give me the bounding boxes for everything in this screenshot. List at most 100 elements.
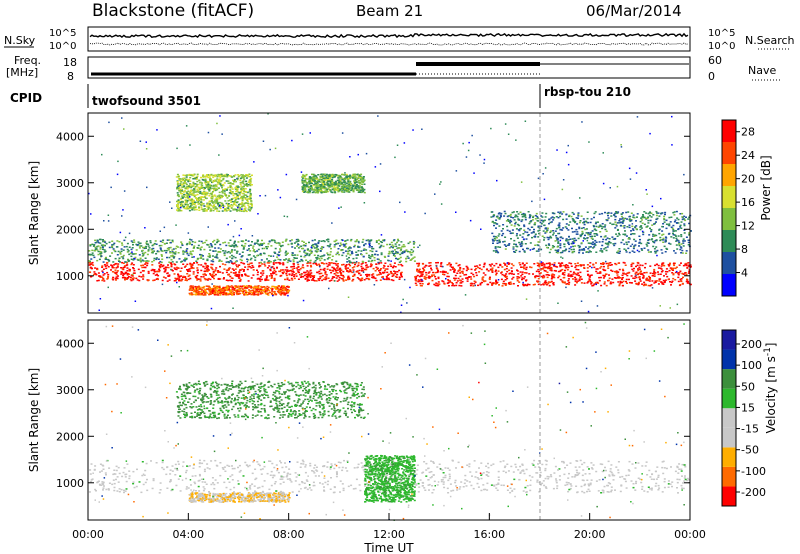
range-cell (505, 267, 508, 270)
range-cell (285, 266, 288, 269)
range-cell (323, 182, 326, 184)
range-cell (687, 262, 690, 264)
range-cell (147, 243, 150, 245)
range-cell (329, 183, 332, 186)
range-cell (247, 259, 250, 261)
range-cell (441, 271, 444, 273)
range-cell (246, 199, 248, 201)
range-cell (659, 267, 662, 269)
range-cell (304, 187, 307, 190)
range-cell (335, 243, 338, 245)
range-cell (237, 241, 240, 243)
range-cell (354, 179, 357, 181)
range-cell (310, 182, 313, 184)
range-cell (361, 270, 363, 272)
range-cell (351, 267, 354, 269)
range-cell (388, 273, 391, 275)
range-cell (549, 264, 551, 266)
range-cell (516, 269, 518, 271)
range-cell (186, 185, 189, 188)
range-cell (213, 205, 215, 207)
range-cell (489, 276, 491, 279)
range-cell (317, 242, 320, 245)
range-cell (469, 284, 472, 287)
range-cell (491, 284, 494, 286)
range-cell (249, 192, 252, 195)
range-cell (262, 252, 265, 254)
range-cell (563, 276, 566, 279)
range-cell (228, 291, 231, 293)
range-cell (332, 262, 335, 265)
range-cell (216, 188, 219, 191)
range-cell (243, 185, 245, 188)
range-cell (217, 294, 220, 296)
range-cell (261, 263, 264, 265)
range-cell (227, 261, 230, 263)
range-cell (342, 270, 345, 273)
range-cell (311, 239, 314, 242)
range-cell (657, 264, 660, 267)
range-cell (343, 188, 346, 190)
range-cell (324, 273, 327, 275)
range-cell (204, 292, 207, 295)
range-cell (247, 263, 249, 266)
range-cell (463, 274, 466, 276)
range-cell (145, 247, 147, 249)
range-cell (646, 279, 649, 281)
range-cell (504, 264, 507, 266)
range-cell (218, 180, 220, 182)
range-cell (398, 278, 401, 280)
range-cell (382, 245, 385, 248)
range-cell (292, 259, 295, 261)
range-cell (617, 211, 620, 213)
range-cell (349, 270, 352, 273)
range-cell (242, 187, 245, 190)
range-cell (319, 185, 322, 187)
range-cell (636, 264, 639, 267)
range-cell (102, 274, 105, 276)
range-cell (206, 243, 209, 246)
range-cell (292, 262, 295, 265)
range-cell (431, 274, 434, 276)
range-cell (400, 273, 402, 276)
range-cell (197, 278, 199, 280)
range-cell (329, 177, 332, 180)
range-cell (177, 207, 180, 210)
range-cell (315, 263, 318, 265)
range-cell (437, 284, 440, 287)
range-cell (561, 281, 564, 283)
noise-panel: N.Sky 10^5 10^0 10^5 10^0 N.Search (4, 26, 795, 52)
range-cell (157, 250, 160, 253)
range-cell (145, 261, 148, 264)
range-cell (229, 182, 232, 184)
range-cell (470, 268, 473, 271)
range-cell (202, 193, 205, 196)
range-cell (145, 240, 148, 243)
range-cell (154, 274, 157, 276)
range-cell (349, 183, 352, 186)
range-cell (495, 279, 498, 281)
range-cell (313, 188, 316, 190)
range-cell (199, 181, 202, 184)
range-cell (548, 263, 551, 265)
range-cell (216, 176, 219, 178)
range-cell (311, 182, 314, 185)
range-cell (123, 246, 126, 248)
range-cell (306, 254, 308, 256)
range-cell (88, 260, 91, 262)
range-cell (219, 182, 222, 185)
range-cell (496, 242, 499, 244)
range-cell (588, 278, 591, 280)
range-cell (392, 246, 394, 249)
range-cell (348, 260, 351, 262)
range-cell (383, 239, 386, 242)
range-cell (218, 178, 221, 180)
range-cell (239, 292, 242, 295)
range-cell (334, 191, 337, 193)
range-cell (205, 191, 208, 194)
range-cell (211, 202, 214, 204)
range-cell (443, 283, 446, 285)
range-cell (267, 294, 270, 296)
range-cell (177, 194, 180, 197)
range-cell (451, 282, 453, 284)
